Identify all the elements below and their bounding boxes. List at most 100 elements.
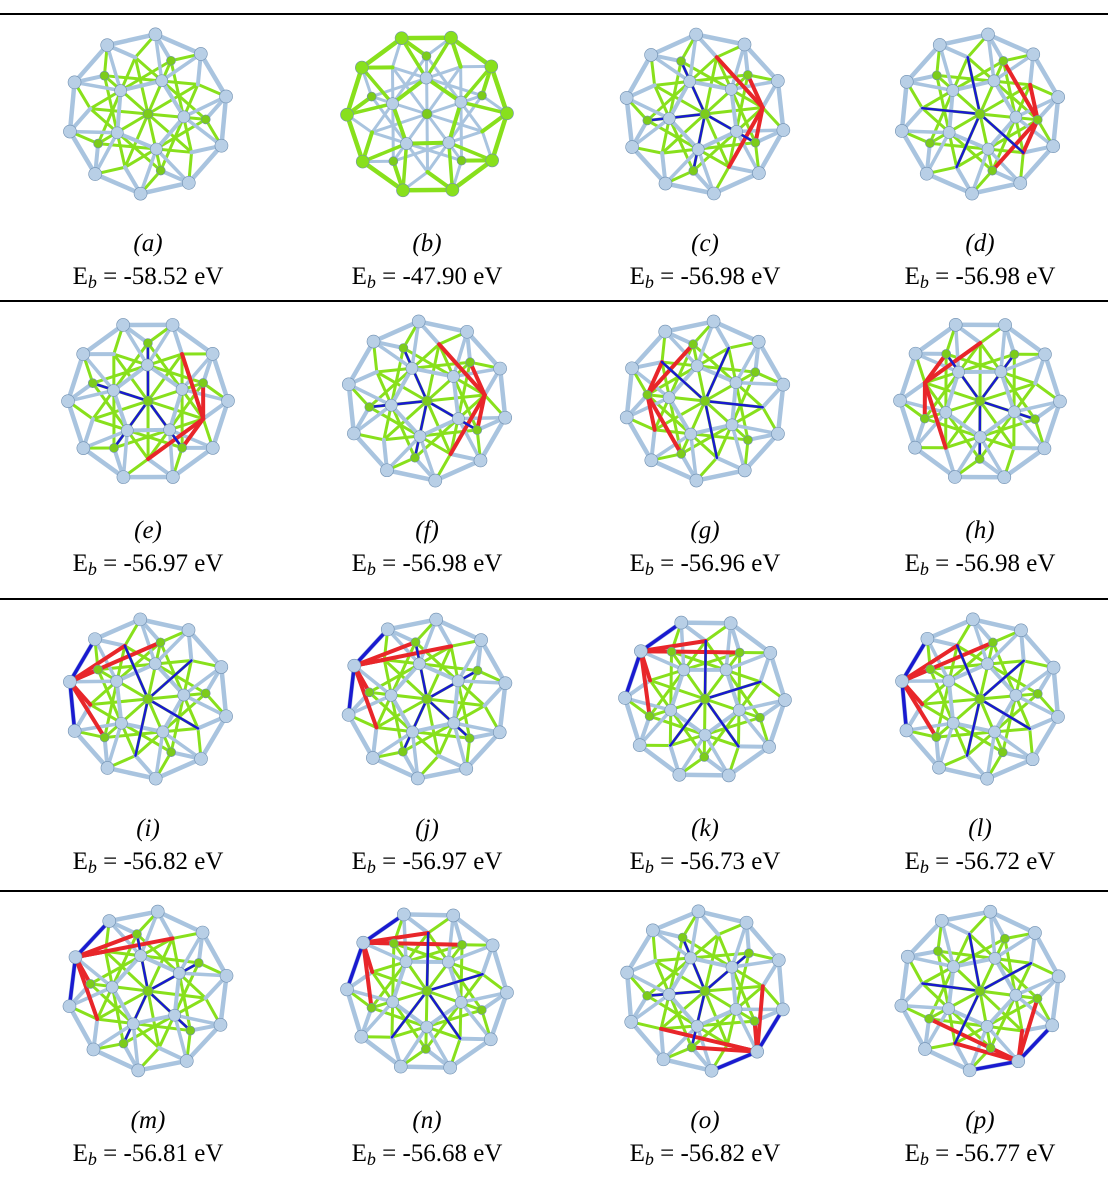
cluster: [896, 613, 1065, 785]
atom: [380, 464, 393, 477]
atom: [948, 470, 961, 483]
energy-symbol: E: [905, 848, 920, 875]
atom: [115, 85, 127, 97]
atom: [410, 453, 419, 462]
energy-subscript: b: [88, 559, 97, 579]
atom: [149, 772, 162, 785]
energy-symbol: E: [630, 263, 645, 290]
atom: [982, 658, 994, 670]
atom: [646, 924, 659, 937]
atom: [777, 378, 790, 391]
atom: [700, 396, 710, 406]
atom: [446, 183, 459, 196]
atom: [220, 90, 233, 103]
bond: [1054, 668, 1058, 717]
atom: [1047, 140, 1060, 153]
atom: [777, 124, 790, 137]
energy-subscript: b: [367, 857, 376, 877]
cluster: [63, 613, 232, 785]
atom: [948, 961, 960, 973]
atom: [475, 634, 488, 647]
cluster: [895, 28, 1064, 200]
atom: [947, 84, 959, 96]
atom: [659, 177, 672, 190]
atom: [215, 661, 228, 674]
atom: [966, 613, 979, 626]
atom: [932, 761, 945, 774]
atom: [645, 454, 658, 467]
atom: [1014, 177, 1027, 190]
atom: [940, 406, 952, 418]
atom: [722, 769, 735, 782]
atom: [486, 939, 499, 952]
bond: [647, 114, 705, 120]
atom: [149, 658, 161, 670]
atom: [143, 396, 153, 406]
atom: [365, 403, 374, 412]
energy-symbol: E: [905, 263, 920, 290]
energy-value: = -56.98 eV: [929, 263, 1056, 290]
energy-value: = -56.97 eV: [97, 550, 224, 577]
atom: [981, 772, 994, 785]
atom: [984, 905, 997, 918]
atom: [665, 704, 677, 716]
atom: [999, 56, 1008, 65]
atom: [389, 157, 398, 166]
atom: [692, 905, 705, 918]
atom: [953, 366, 965, 378]
atom: [115, 717, 127, 729]
cluster: [895, 905, 1065, 1077]
atom: [663, 988, 675, 1000]
atom: [700, 752, 709, 761]
atom: [430, 613, 443, 626]
atom: [932, 733, 941, 742]
bond: [778, 81, 783, 130]
atom: [626, 141, 639, 154]
atom: [776, 1003, 789, 1016]
atom: [1053, 395, 1066, 408]
atom: [119, 1039, 128, 1048]
atom: [726, 419, 738, 431]
atom: [62, 395, 75, 408]
atom: [421, 1044, 430, 1053]
atom: [982, 143, 994, 155]
atom: [220, 969, 233, 982]
bond: [156, 117, 183, 149]
energy-label: Eb = -56.96 eV: [630, 550, 781, 579]
atom: [68, 76, 81, 89]
energy-label: Eb = -56.97 eV: [73, 550, 224, 579]
energy-value: = -56.68 eV: [376, 1140, 503, 1167]
atom: [933, 38, 946, 51]
bond: [902, 131, 949, 133]
atom: [975, 986, 985, 996]
atom: [685, 952, 697, 964]
energy-subscript: b: [645, 857, 654, 877]
panel-label: (j): [415, 815, 439, 842]
atom: [477, 1006, 486, 1015]
panel-label: (m): [131, 1107, 166, 1134]
atom: [943, 1003, 955, 1015]
atom: [397, 908, 410, 921]
bond: [426, 78, 461, 102]
atom: [422, 986, 432, 996]
atom: [465, 734, 474, 743]
atom: [947, 717, 959, 729]
atom: [975, 396, 985, 406]
atom: [1010, 350, 1019, 359]
atom: [1038, 442, 1051, 455]
energy-subscript: b: [367, 272, 376, 292]
atom: [1052, 91, 1065, 104]
bond: [404, 914, 453, 915]
panel-label: (a): [133, 230, 162, 257]
atom: [387, 996, 399, 1008]
bond: [427, 933, 428, 991]
bond: [946, 412, 980, 437]
atom: [63, 675, 76, 688]
atom: [421, 1021, 433, 1033]
energy-value: = -56.98 eV: [376, 550, 503, 577]
atom: [355, 61, 368, 74]
panel-label: (n): [412, 1107, 441, 1134]
energy-label: Eb = -58.52 eV: [73, 263, 224, 292]
energy-value: = -56.82 eV: [654, 1140, 781, 1167]
atom: [981, 1020, 993, 1032]
